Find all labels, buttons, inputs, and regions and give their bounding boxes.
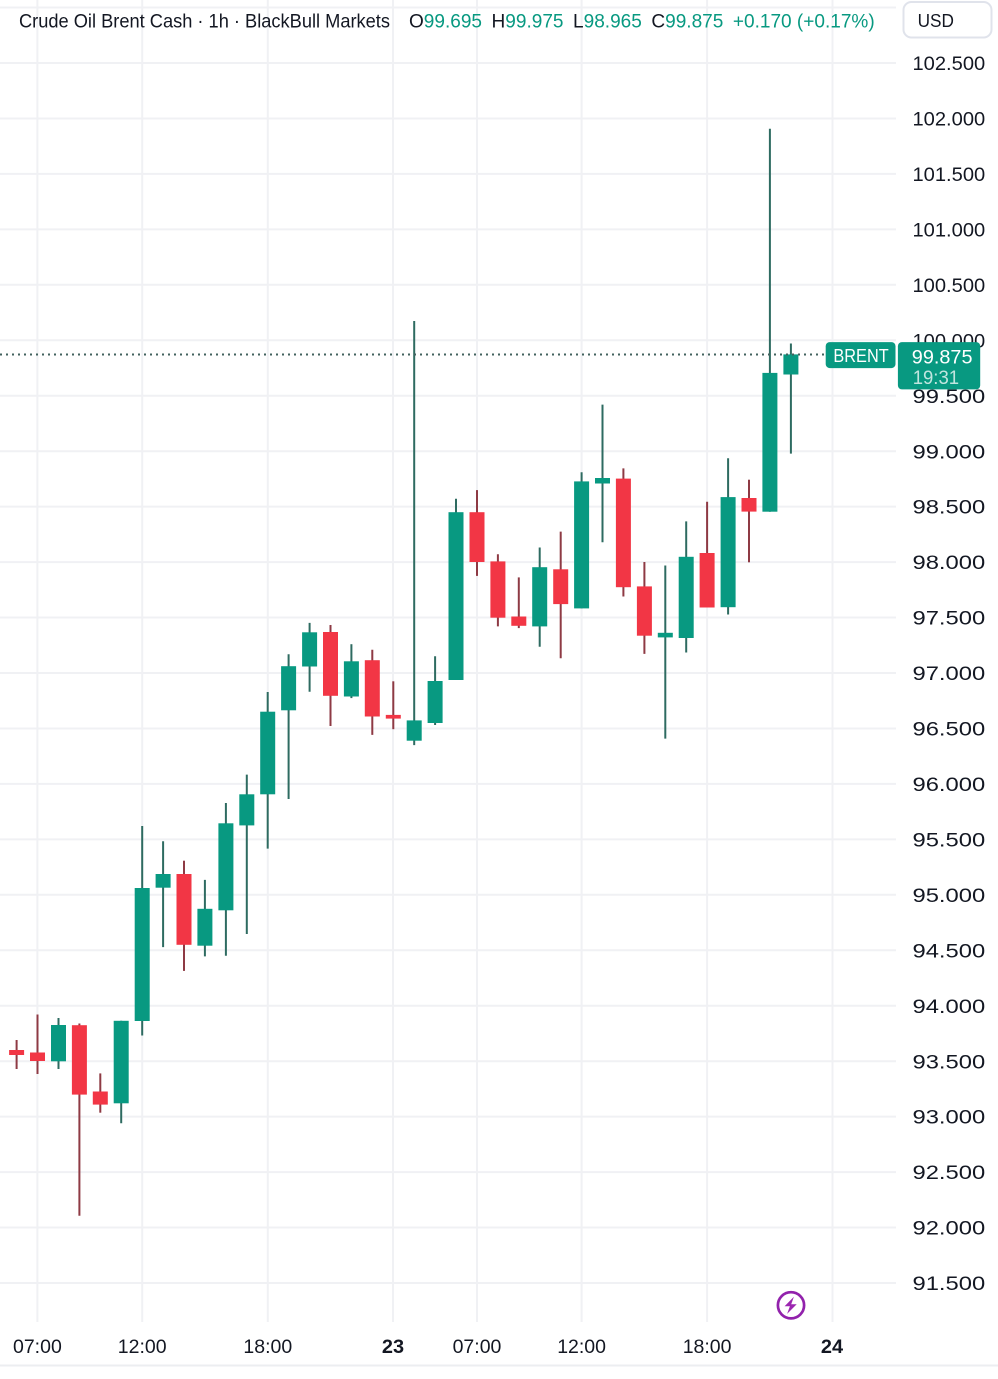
svg-text:92.500: 92.500 [913,1162,986,1184]
svg-text:99.875: 99.875 [912,347,973,369]
svg-text:93.500: 93.500 [913,1051,986,1073]
svg-text:98.500: 98.500 [913,497,986,519]
svg-text:07:00: 07:00 [453,1336,502,1358]
svg-text:102.000: 102.000 [913,109,986,131]
svg-text:97.500: 97.500 [913,608,986,630]
svg-text:95.500: 95.500 [913,830,986,852]
svg-text:24: 24 [821,1336,843,1358]
svg-text:99.000: 99.000 [913,441,986,463]
svg-text:23: 23 [382,1336,404,1358]
svg-text:91.500: 91.500 [913,1273,986,1295]
svg-text:101.000: 101.000 [913,220,986,242]
svg-text:96.000: 96.000 [913,774,986,796]
svg-text:12:00: 12:00 [557,1336,606,1358]
svg-text:93.000: 93.000 [913,1107,986,1129]
svg-text:97.000: 97.000 [913,663,986,685]
svg-text:98.000: 98.000 [913,552,986,574]
svg-text:12:00: 12:00 [118,1336,167,1358]
svg-text:95.000: 95.000 [913,885,986,907]
svg-text:92.000: 92.000 [913,1218,986,1240]
svg-text:19:31: 19:31 [913,367,959,389]
svg-text:102.500: 102.500 [913,53,986,75]
svg-text:Crude Oil Brent Cash · 1h · Bl: Crude Oil Brent Cash · 1h · BlackBull Ma… [19,10,390,32]
svg-text:BRENT: BRENT [833,345,888,366]
svg-text:99.500: 99.500 [913,386,986,408]
svg-text:94.000: 94.000 [913,996,986,1018]
svg-text:18:00: 18:00 [243,1336,292,1358]
svg-text:96.500: 96.500 [913,719,986,741]
svg-text:94.500: 94.500 [913,940,986,962]
svg-text:07:00: 07:00 [13,1336,62,1358]
svg-text:18:00: 18:00 [683,1336,732,1358]
svg-text:O99.695 H99.975 L98.965 C99.87: O99.695 H99.975 L98.965 C99.875 +0.170 (… [409,10,875,32]
svg-text:100.500: 100.500 [913,275,986,297]
svg-text:USD: USD [918,10,954,31]
svg-text:101.500: 101.500 [913,164,986,186]
